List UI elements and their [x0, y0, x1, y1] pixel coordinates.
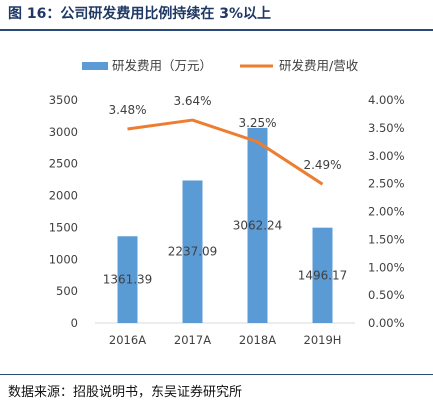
left-tick-label: 500 — [56, 284, 78, 298]
right-tick-label: 3.50% — [368, 121, 405, 135]
bar-value-label: 1496.17 — [298, 268, 348, 282]
x-tick-label: 2018A — [239, 333, 276, 347]
bar — [312, 227, 333, 323]
legend: 研发费用（万元） 研发费用/营收 — [82, 58, 359, 73]
bar-value-label: 2237.09 — [168, 245, 218, 259]
left-tick-label: 1000 — [49, 252, 78, 266]
right-tick-label: 0.50% — [368, 288, 405, 302]
line-path — [127, 118, 324, 186]
x-axis: 2016A 2017A 2018A 2019H — [109, 333, 342, 347]
line-value-label: 3.48% — [108, 103, 146, 117]
left-tick-label: 1500 — [49, 220, 78, 234]
bar-value-label: 1361.39 — [103, 273, 153, 287]
left-tick-label: 3500 — [49, 93, 78, 107]
source-divider — [0, 374, 433, 375]
left-tick-label: 2500 — [49, 157, 78, 171]
right-tick-label: 4.00% — [368, 93, 405, 107]
title-divider — [0, 29, 433, 31]
right-tick-label: 0.00% — [368, 316, 405, 330]
right-tick-label: 1.00% — [368, 260, 405, 274]
left-tick-label: 0 — [71, 316, 78, 330]
left-tick-label: 3000 — [49, 125, 78, 139]
left-tick-label: 2000 — [49, 189, 78, 203]
figure-title: 图 16：公司研发费用比例持续在 3%以上 — [8, 6, 271, 22]
line-value-label: 2.49% — [303, 158, 341, 172]
line-series: 3.48% 3.64% 3.25% 2.49% — [108, 94, 342, 186]
x-tick-label: 2019H — [304, 333, 342, 347]
legend-line-label: 研发费用/营收 — [279, 58, 359, 73]
bar — [247, 127, 268, 323]
bar — [182, 180, 203, 323]
bar — [117, 236, 138, 323]
right-tick-label: 2.00% — [368, 205, 405, 219]
right-tick-label: 3.00% — [368, 149, 405, 163]
right-tick-label: 2.50% — [368, 177, 405, 191]
legend-bar-swatch — [82, 62, 108, 70]
x-tick-label: 2017A — [174, 333, 211, 347]
line-value-label: 3.64% — [173, 94, 211, 108]
legend-bar-label: 研发费用（万元） — [112, 58, 212, 73]
right-tick-label: 1.50% — [368, 232, 405, 246]
x-tick-label: 2016A — [109, 333, 146, 347]
bar-value-label: 3062.24 — [233, 218, 283, 232]
left-axis: 0 500 1000 1500 2000 2500 3000 3500 — [49, 93, 78, 330]
line-value-label: 3.25% — [238, 116, 276, 130]
bar-series: 1361.39 2237.09 3062.24 1496.17 — [103, 127, 348, 323]
right-axis: 0.00% 0.50% 1.00% 1.50% 2.00% 2.50% 3.00% 3.50%… — [368, 93, 405, 330]
source-note: 数据来源：招股说明书，东吴证券研究所 — [8, 385, 243, 400]
